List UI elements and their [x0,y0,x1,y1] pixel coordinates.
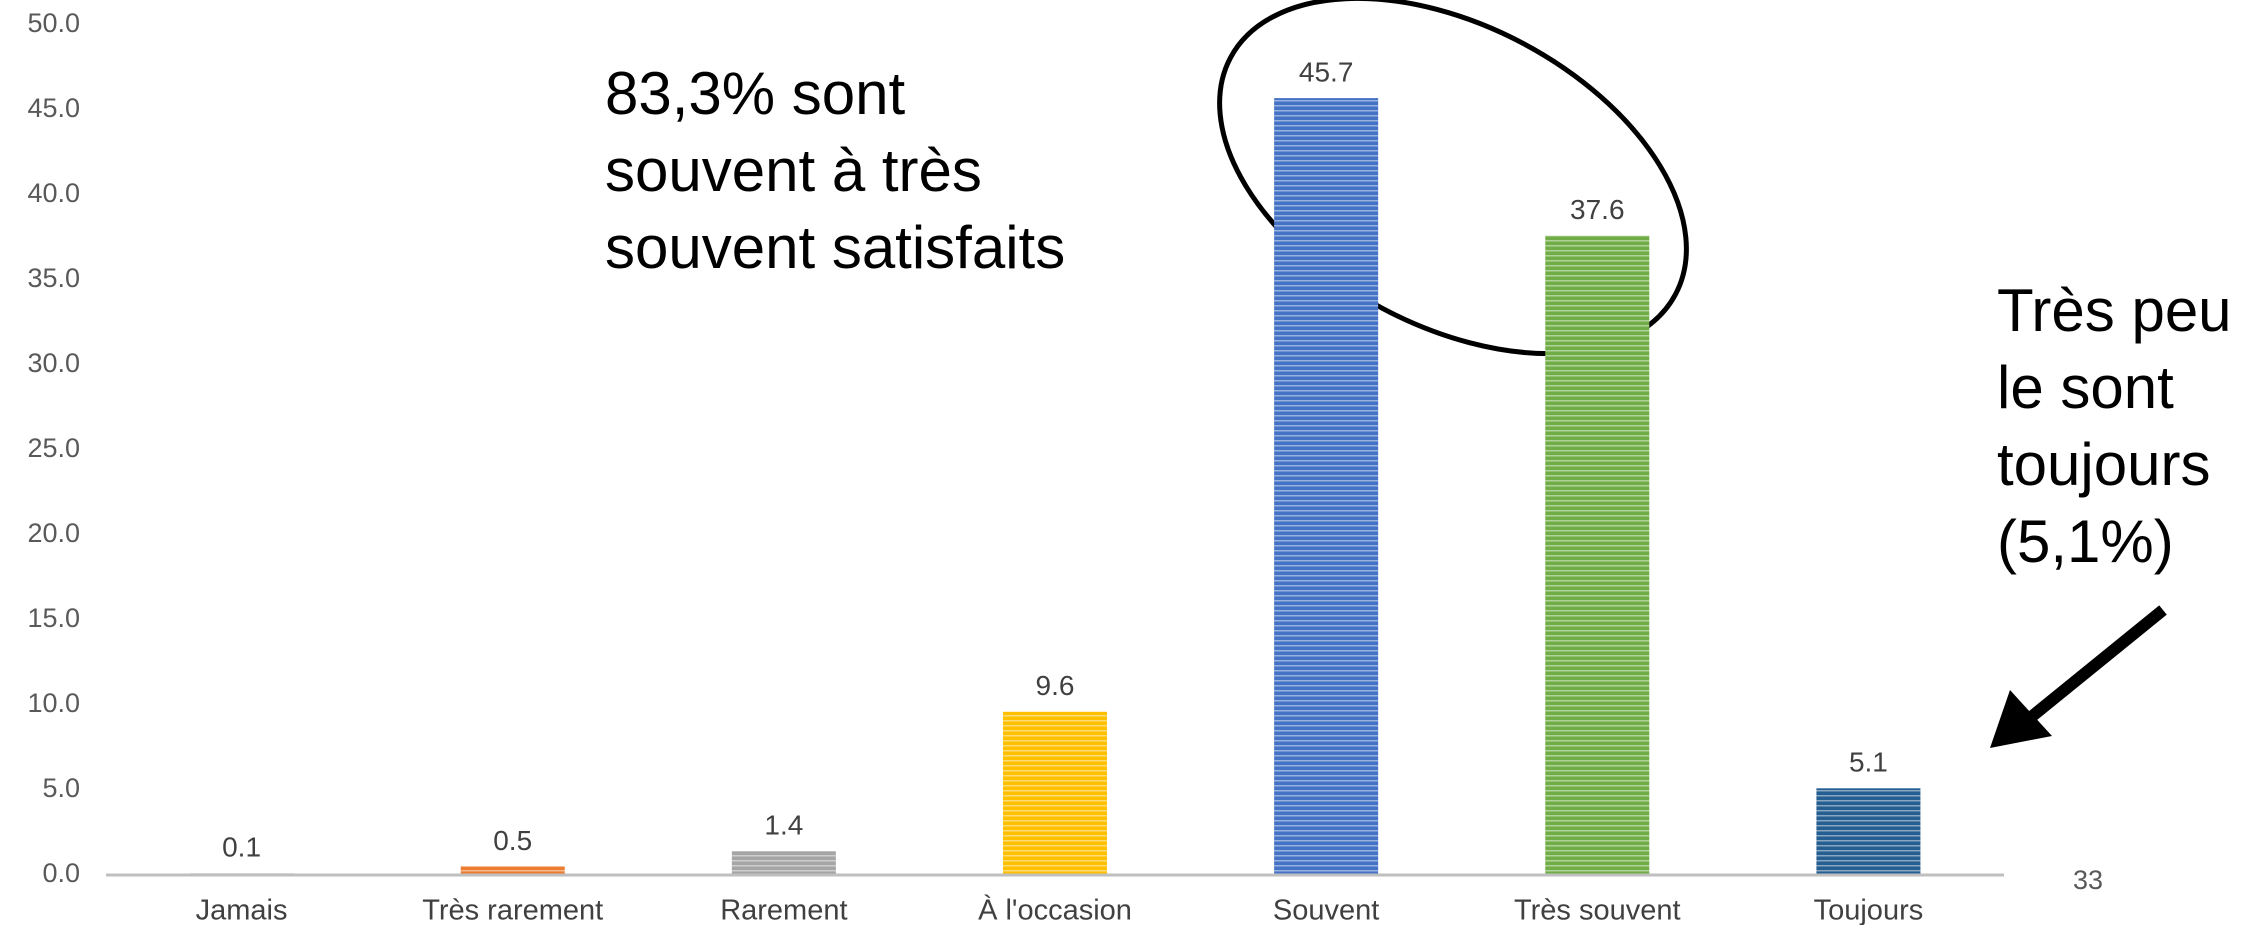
arrow-head [1990,690,2052,748]
highlight-ellipse [1217,0,1689,357]
bar-texture [731,851,836,875]
y-tick-label: 15.0 [27,603,80,633]
y-tick-label: 25.0 [27,433,80,463]
page-number: 33 [2073,865,2103,895]
bar-texture [1545,235,1650,876]
arrow-shaft [2026,605,2167,723]
x-tick-label: Très rarement [422,895,603,925]
y-tick-label: 5.0 [42,773,80,803]
x-tick-label: Souvent [1273,895,1379,925]
x-tick-label: Jamais [196,895,288,925]
annotation: (5,1%) [1997,508,2174,575]
y-tick-label: 20.0 [27,518,80,548]
value-label: 0.5 [493,825,532,856]
value-label: 37.6 [1570,194,1625,225]
annotation: Très peu [1997,277,2232,344]
value-label: 0.1 [222,832,261,863]
value-label: 5.1 [1849,747,1888,778]
annotation: souvent satisfaits [605,214,1065,281]
x-tick-label: À l'occasion [978,894,1132,925]
y-tick-label: 45.0 [27,93,80,123]
y-tick-label: 10.0 [27,688,80,718]
x-tick-label: Toujours [1814,895,1924,925]
value-label: 1.4 [764,810,803,841]
value-label: 45.7 [1299,56,1354,87]
annotation: souvent à très [605,137,982,204]
y-tick-label: 35.0 [27,263,80,293]
y-tick-label: 50.0 [27,8,80,38]
bar-texture [1003,711,1107,875]
bar-texture [460,866,565,875]
bar-texture [1816,788,1921,875]
y-tick-label: 30.0 [27,348,80,378]
x-tick-label: Rarement [720,895,847,925]
x-tick-label: Très souvent [1514,895,1681,925]
y-tick-label: 40.0 [27,178,80,208]
annotation: 83,3% sont [605,60,906,127]
y-tick-label: 0.0 [42,858,80,888]
bar-texture [1274,98,1379,876]
value-label: 9.6 [1036,670,1075,701]
annotation: toujours [1997,431,2210,498]
annotation: le sont [1997,354,2174,421]
